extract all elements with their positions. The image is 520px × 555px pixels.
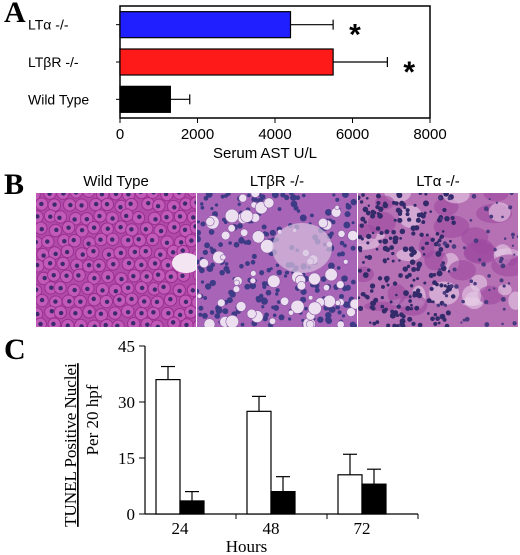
panel-c-bar xyxy=(179,500,205,515)
panel-a-x-tick-label: 4000 xyxy=(258,126,291,143)
panel-c-y-axis-subtitle: Per 20 hpf xyxy=(83,384,102,455)
panel-c-bar xyxy=(361,483,387,515)
panel-c-bar xyxy=(246,410,272,515)
panel-c-y-tick-label: 0 xyxy=(127,505,136,524)
panel-c-x-tick-label: 72 xyxy=(354,519,371,538)
panel-a-category-label: LTα -/- xyxy=(28,17,69,33)
micrograph-title-ltbr: LTβR -/- xyxy=(249,173,305,190)
micrograph-title-lta: LTα -/- xyxy=(416,173,460,190)
micrograph-title-wild-type: Wild Type xyxy=(83,173,149,190)
panel-c-bar xyxy=(337,474,363,515)
panel-b-letter: B xyxy=(4,168,25,201)
panel-c-x-axis-title: Hours xyxy=(226,537,268,555)
panel-c-x-tick-label: 24 xyxy=(172,519,190,538)
panel-c-y-tick-label: 15 xyxy=(118,449,135,468)
micrograph-wild-type xyxy=(36,193,196,327)
panel-a-x-tick-label: 0 xyxy=(116,126,124,143)
panel-a-x-tick-label: 6000 xyxy=(336,126,369,143)
panel-c-x-tick-label: 48 xyxy=(263,519,280,538)
panel-a-x-tick-label: 2000 xyxy=(181,126,214,143)
panel-c-y-axis-title: TUNEL Positive Nuclei xyxy=(61,363,80,527)
micrograph-lta xyxy=(358,193,518,327)
micrograph-ltbr xyxy=(197,193,357,327)
panel-a-category-label: Wild Type xyxy=(28,91,89,107)
panel-c-letter: C xyxy=(4,333,26,366)
panel-a-x-tick-label: 8000 xyxy=(413,126,446,143)
panel-a-bar xyxy=(119,85,171,113)
panel-a-x-axis-title: Serum AST U/L xyxy=(213,145,317,162)
panel-a-bar xyxy=(119,11,292,39)
panel-a-bar xyxy=(119,48,334,76)
panel-a-category-label: LTβR -/- xyxy=(28,54,79,70)
panel-a-significance-star: * xyxy=(403,56,415,89)
panel-a-significance-star: * xyxy=(349,19,361,52)
panel-c-y-tick-label: 30 xyxy=(118,393,135,412)
panel-c-bar xyxy=(270,491,296,515)
panel-c-y-tick-label: 45 xyxy=(118,337,135,356)
panel-a-letter: A xyxy=(4,0,26,29)
panel-c-bar xyxy=(155,379,181,515)
